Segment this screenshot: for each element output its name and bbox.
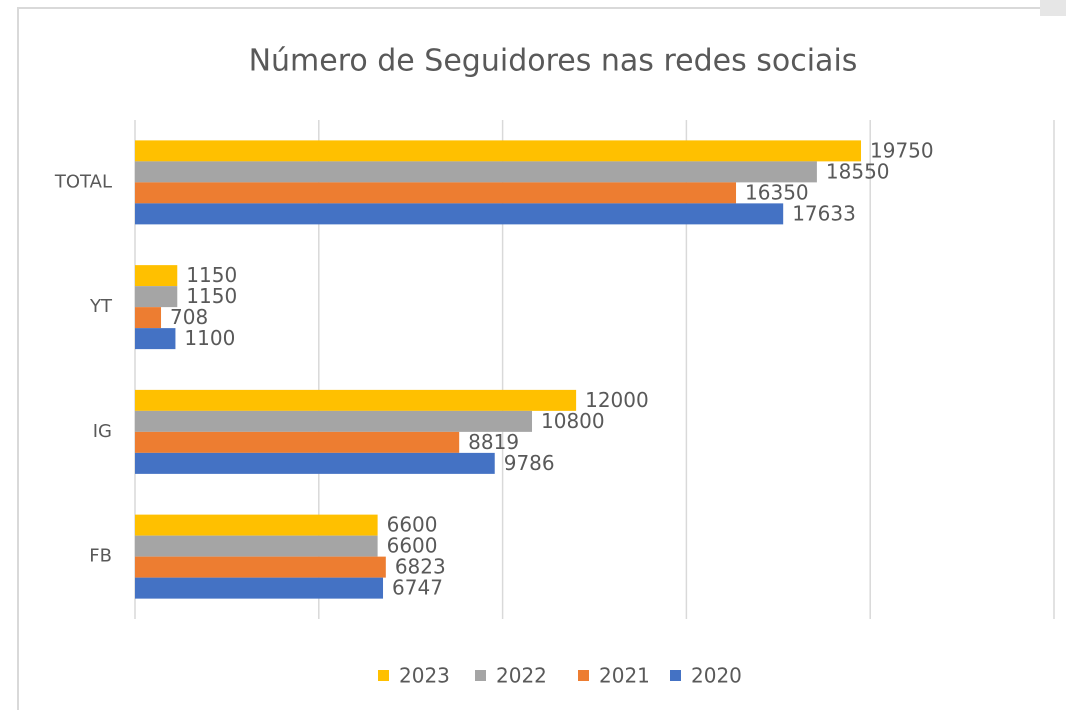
y-tick-label: IG (93, 421, 112, 442)
bar (135, 286, 178, 308)
bar (135, 577, 384, 599)
value-label: 1150 (186, 284, 237, 308)
legend-label: 2020 (691, 664, 742, 688)
bar (135, 140, 862, 162)
bar (135, 161, 817, 183)
bar (135, 265, 178, 287)
value-label: 17633 (792, 201, 856, 225)
legend-label: 2023 (399, 664, 450, 688)
value-label: 6600 (387, 534, 438, 558)
value-label: 708 (170, 305, 208, 329)
bar (135, 431, 460, 453)
value-label: 6600 (387, 513, 438, 537)
bar (135, 182, 737, 204)
legend-swatch (475, 670, 486, 681)
bar (135, 328, 176, 350)
value-label: 6747 (392, 576, 443, 600)
legend-label: 2022 (496, 664, 547, 688)
value-label: 8819 (468, 430, 519, 454)
value-label: 12000 (585, 388, 649, 412)
bar (135, 452, 495, 474)
legend-swatch (670, 670, 681, 681)
value-label: 18550 (826, 159, 890, 183)
legend-label: 2021 (599, 664, 650, 688)
bar (135, 307, 162, 329)
value-label: 6823 (395, 555, 446, 579)
corner (1040, 0, 1066, 16)
value-label: 1100 (184, 326, 235, 350)
bar (135, 535, 378, 557)
chart-title: Número de Seguidores nas redes sociais (249, 44, 858, 79)
y-tick-label: TOTAL (54, 171, 112, 192)
chart-frame (17, 7, 1066, 714)
value-label: 9786 (504, 451, 555, 475)
y-tick-label: FB (89, 546, 112, 567)
value-label: 19750 (870, 138, 934, 162)
bar (135, 556, 386, 578)
value-label: 1150 (186, 263, 237, 287)
y-tick-label: YT (89, 296, 113, 317)
bar (135, 410, 533, 432)
value-label: 10800 (541, 409, 605, 433)
bar (135, 389, 577, 411)
legend-swatch (378, 670, 389, 681)
bar (135, 514, 378, 536)
bar (135, 203, 784, 225)
value-label: 16350 (745, 180, 809, 204)
legend-swatch (578, 670, 589, 681)
